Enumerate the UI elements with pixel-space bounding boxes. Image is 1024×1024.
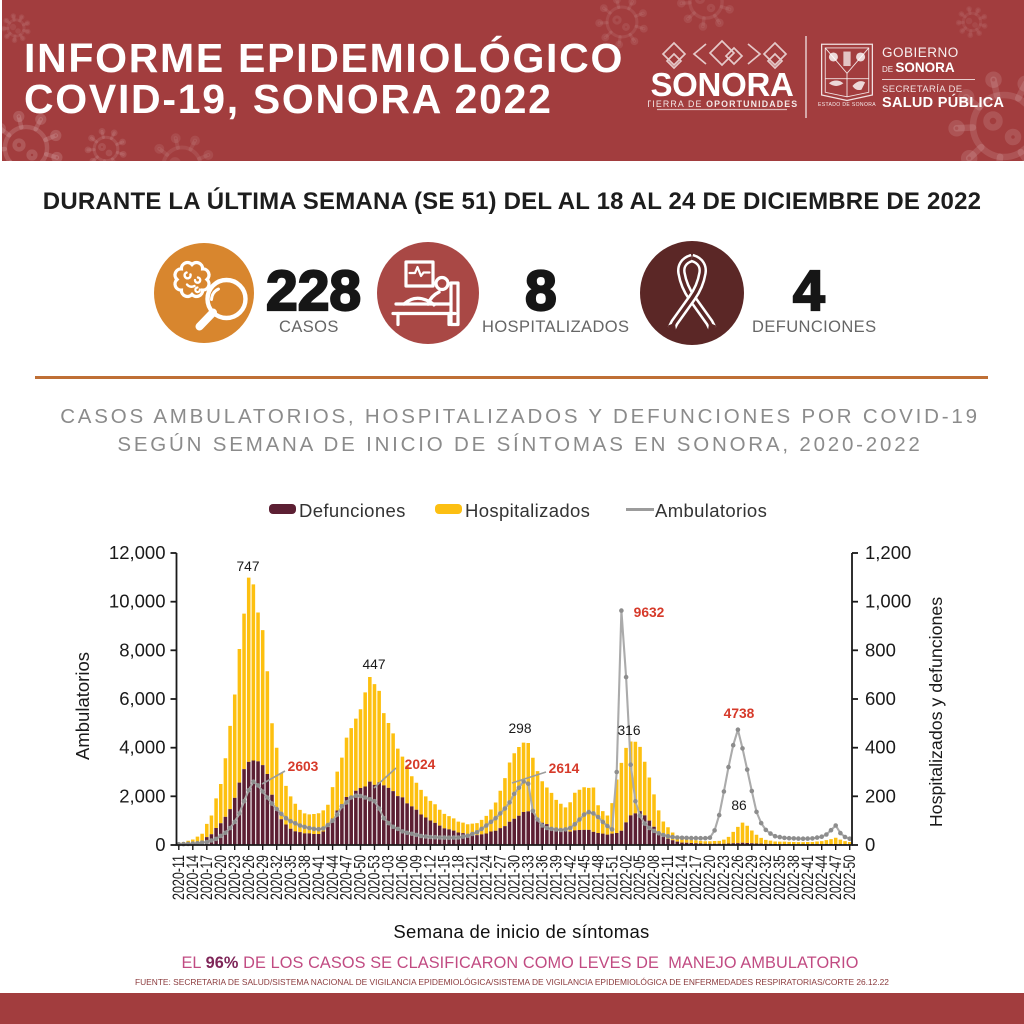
svg-text:200: 200 [865, 785, 896, 806]
svg-text:2022-32: 2022-32 [756, 855, 775, 900]
svg-text:2022-14: 2022-14 [672, 855, 691, 900]
svg-text:2614: 2614 [549, 761, 580, 776]
svg-text:298: 298 [508, 721, 531, 736]
svg-text:800: 800 [865, 639, 896, 660]
svg-text:Ambulatorios: Ambulatorios [72, 652, 93, 760]
svg-text:2022-17: 2022-17 [686, 855, 705, 900]
svg-text:0: 0 [865, 834, 875, 855]
svg-text:2021-12: 2021-12 [421, 855, 440, 900]
svg-text:2021-06: 2021-06 [393, 855, 412, 900]
svg-text:2020-26: 2020-26 [239, 855, 258, 900]
svg-text:9632: 9632 [634, 605, 665, 620]
svg-text:2020-20: 2020-20 [211, 855, 230, 900]
svg-text:2022-08: 2022-08 [644, 855, 663, 900]
svg-text:2022-26: 2022-26 [728, 855, 747, 900]
svg-text:2021-33: 2021-33 [518, 855, 537, 900]
svg-text:2020-41: 2020-41 [309, 855, 328, 900]
svg-text:2022-41: 2022-41 [798, 855, 817, 900]
svg-text:2022-38: 2022-38 [784, 855, 803, 900]
svg-text:2021-21: 2021-21 [463, 855, 482, 900]
svg-text:2,000: 2,000 [119, 785, 165, 806]
svg-text:747: 747 [236, 559, 259, 574]
svg-text:TIERRA DE OPORTUNIDADES: TIERRA DE OPORTUNIDADES [648, 99, 798, 109]
svg-text:2021-45: 2021-45 [574, 855, 593, 900]
svg-text:2022-11: 2022-11 [658, 855, 677, 900]
svg-text:2020-47: 2020-47 [337, 855, 356, 900]
svg-text:2020-44: 2020-44 [323, 855, 342, 900]
svg-text:86: 86 [731, 798, 747, 813]
svg-text:2603: 2603 [288, 759, 319, 774]
svg-text:2021-51: 2021-51 [602, 855, 621, 900]
svg-text:316: 316 [617, 723, 640, 738]
svg-text:2020-38: 2020-38 [295, 855, 314, 900]
svg-text:1,200: 1,200 [865, 542, 911, 563]
svg-text:600: 600 [865, 688, 896, 709]
svg-text:2021-30: 2021-30 [505, 855, 524, 900]
svg-text:2021-48: 2021-48 [588, 855, 607, 900]
svg-text:2021-36: 2021-36 [532, 855, 551, 900]
svg-text:12,000: 12,000 [109, 542, 166, 563]
svg-text:1,000: 1,000 [865, 591, 911, 612]
svg-text:2022-29: 2022-29 [742, 855, 761, 900]
svg-text:2020-29: 2020-29 [253, 855, 272, 900]
svg-text:2022-35: 2022-35 [770, 855, 789, 900]
svg-text:8,000: 8,000 [119, 639, 165, 660]
svg-text:2020-50: 2020-50 [351, 855, 370, 900]
svg-text:2022-20: 2022-20 [700, 855, 719, 900]
svg-text:2020-32: 2020-32 [267, 855, 286, 900]
svg-text:ESTADO DE SONORA: ESTADO DE SONORA [818, 102, 876, 108]
svg-text:2022-02: 2022-02 [616, 855, 635, 900]
svg-text:2020-53: 2020-53 [365, 855, 384, 900]
svg-text:2020-11: 2020-11 [169, 855, 188, 900]
svg-text:4738: 4738 [724, 706, 755, 721]
svg-text:2020-14: 2020-14 [183, 855, 202, 900]
svg-text:0: 0 [155, 834, 165, 855]
svg-text:10,000: 10,000 [109, 591, 166, 612]
svg-text:2022-05: 2022-05 [630, 855, 649, 900]
svg-text:SONORA: SONORA [650, 66, 793, 103]
svg-text:447: 447 [362, 657, 385, 672]
svg-text:2022-44: 2022-44 [812, 855, 831, 900]
svg-text:2021-09: 2021-09 [407, 855, 426, 900]
svg-text:2021-42: 2021-42 [560, 855, 579, 900]
svg-text:2021-18: 2021-18 [449, 855, 468, 900]
svg-text:6,000: 6,000 [119, 688, 165, 709]
svg-text:2020-35: 2020-35 [281, 855, 300, 900]
svg-text:2020-17: 2020-17 [197, 855, 216, 900]
svg-text:Hospitalizados y defunciones: Hospitalizados y defunciones [926, 597, 946, 827]
svg-text:2021-03: 2021-03 [379, 855, 398, 900]
svg-text:2021-27: 2021-27 [491, 855, 510, 900]
svg-text:2022-47: 2022-47 [826, 855, 845, 900]
svg-text:2021-24: 2021-24 [477, 855, 496, 900]
svg-text:2020-23: 2020-23 [225, 855, 244, 900]
svg-text:2021-39: 2021-39 [546, 855, 565, 900]
svg-text:2022-23: 2022-23 [714, 855, 733, 900]
svg-text:2022-50: 2022-50 [840, 855, 859, 900]
svg-text:2021-15: 2021-15 [435, 855, 454, 900]
svg-text:4,000: 4,000 [119, 737, 165, 758]
svg-text:400: 400 [865, 737, 896, 758]
svg-text:2024: 2024 [405, 757, 436, 772]
